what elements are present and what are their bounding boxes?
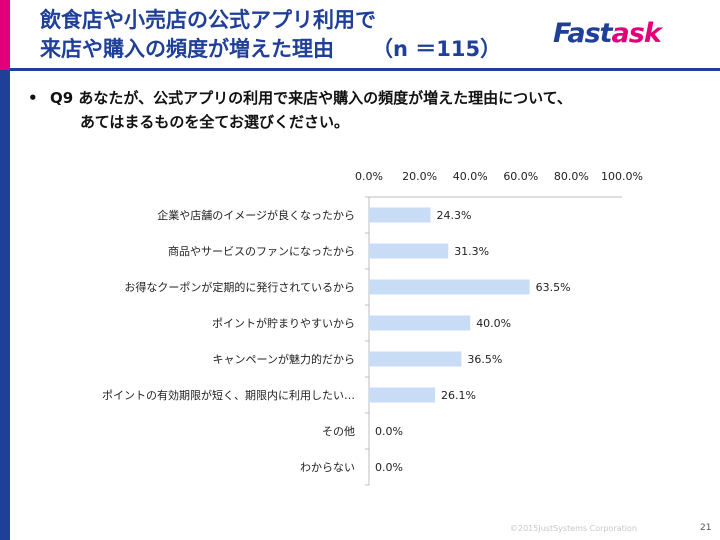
page-number: 21 <box>700 523 712 533</box>
title-line1: 飲食店や小売店の公式アプリ利用で <box>40 8 376 32</box>
category-label: その他 <box>322 425 355 438</box>
x-tick-label: 100.0% <box>601 170 643 183</box>
sample-size: （n ＝115） <box>372 37 502 61</box>
x-tick-label: 80.0% <box>554 170 589 183</box>
category-label: ポイントが貯まりやすいから <box>212 316 355 330</box>
bar <box>369 279 530 295</box>
bar <box>369 207 431 223</box>
header-rule <box>10 68 720 71</box>
left-accent-bar <box>0 0 10 540</box>
value-label: 31.3% <box>454 245 489 258</box>
question-line1: Q9 あなたが、公式アプリの利用で来店や購入の頻度が増えた理由について、 <box>50 89 572 107</box>
category-label: 企業や店舗のイメージが良くなったから <box>157 208 355 222</box>
category-label: お得なクーポンが定期的に発行されているから <box>124 280 355 294</box>
bar <box>369 243 449 259</box>
bar <box>369 387 436 403</box>
x-tick-label: 40.0% <box>453 170 488 183</box>
fastask-logo: Fastask <box>553 18 662 49</box>
value-label: 26.1% <box>441 389 476 402</box>
question-line2: あてはまるものを全てお選びください。 <box>80 113 349 131</box>
copyright: ©2015JustSystems Corporation <box>510 524 637 533</box>
value-label: 0.0% <box>375 461 403 474</box>
title-line2: 来店や購入の頻度が増えた理由 （n ＝115） <box>40 35 501 64</box>
x-tick-label: 20.0% <box>402 170 437 183</box>
value-label: 0.0% <box>375 425 403 438</box>
x-tick-label: 0.0% <box>355 170 383 183</box>
category-label: キャンペーンが魅力的だから <box>213 352 355 366</box>
x-tick-label: 60.0% <box>503 170 538 183</box>
left-accent-highlight <box>0 0 10 70</box>
logo-part1: Fast <box>553 18 613 49</box>
value-label: 36.5% <box>467 353 502 366</box>
value-label: 24.3% <box>436 209 471 222</box>
category-label: 商品やサービスのファンになったから <box>168 244 355 258</box>
bar <box>369 315 471 331</box>
bar <box>369 351 462 367</box>
question-bullet: • <box>28 89 38 107</box>
page-title: 飲食店や小売店の公式アプリ利用で 来店や購入の頻度が増えた理由 （n ＝115） <box>40 6 501 64</box>
category-label: ポイントの有効期限が短く、期限内に利用したい… <box>102 388 355 402</box>
value-label: 63.5% <box>536 281 571 294</box>
category-label: わからない <box>300 461 355 474</box>
logo-part2: ask <box>611 18 662 49</box>
value-label: 40.0% <box>476 317 511 330</box>
title-line2-text: 来店や購入の頻度が増えた理由 <box>40 37 334 61</box>
